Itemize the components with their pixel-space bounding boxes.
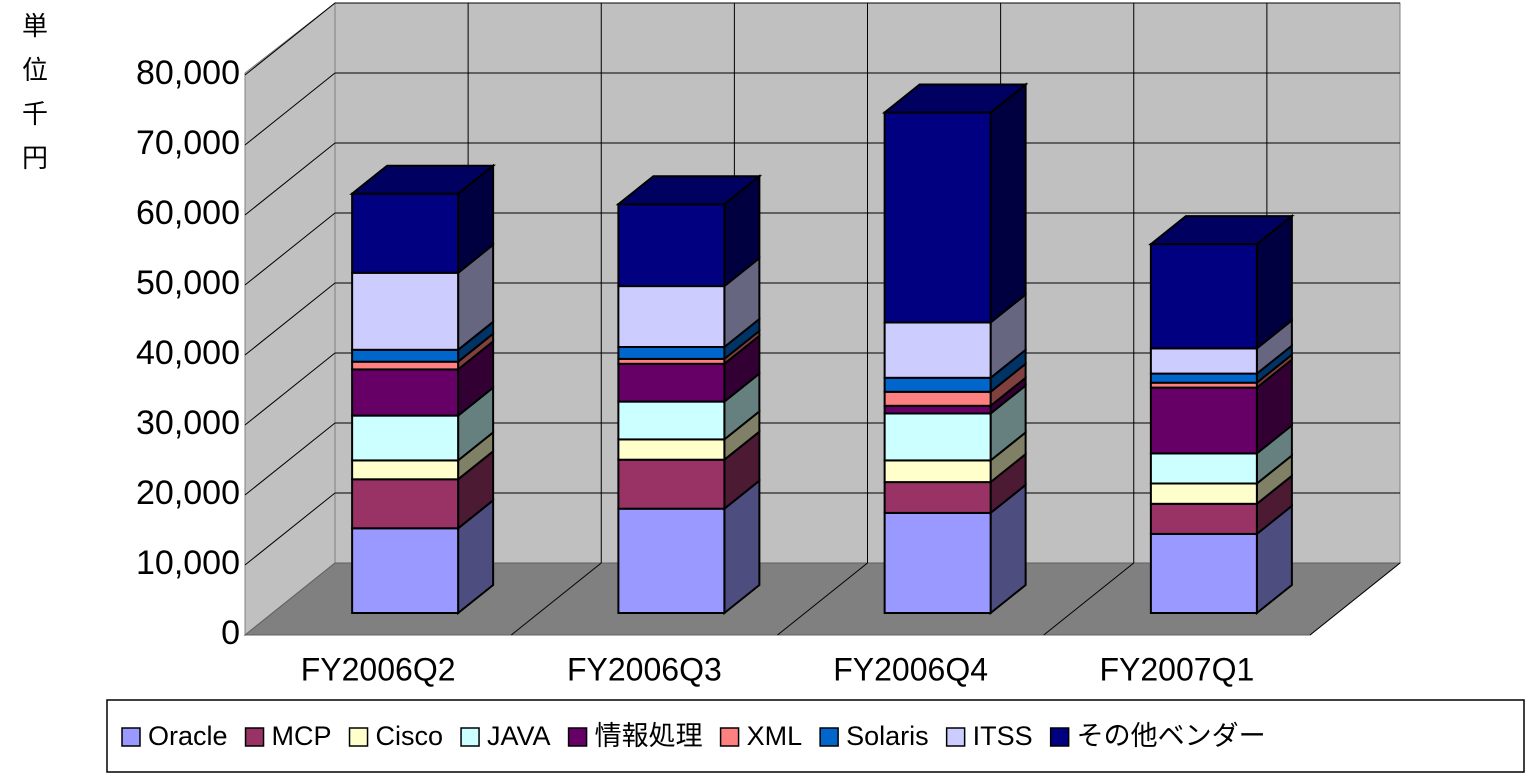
legend (106, 699, 1525, 773)
bar-side (989, 82, 1027, 325)
bar-segment (1149, 452, 1258, 485)
y-axis-label: 円 (22, 143, 48, 173)
bar-segment (351, 368, 460, 417)
y-tick-label: 20,000 (136, 474, 240, 512)
bar-segment (617, 438, 726, 461)
bar-top (1148, 215, 1295, 246)
bar-segment (351, 192, 460, 274)
floor-line (777, 562, 868, 636)
y-tick-label: 10,000 (136, 544, 240, 582)
grid-line (244, 492, 336, 566)
bar-segment (883, 481, 992, 514)
legend-swatch (1049, 727, 1070, 747)
bar-segment (1149, 243, 1258, 350)
bar-segment (1149, 532, 1258, 615)
x-tick-label: FY2006Q4 (833, 651, 988, 687)
y-axis-label: 単 (22, 11, 48, 41)
bar-segment (883, 412, 992, 462)
x-tick-label: FY2006Q2 (301, 651, 456, 687)
bar-segment (351, 414, 460, 462)
bar-segment (883, 511, 992, 615)
bar-segment (351, 348, 460, 363)
grid-line (244, 2, 336, 76)
legend-label: Solaris (846, 721, 929, 751)
bar-segment (1149, 372, 1258, 384)
bar-segment (351, 478, 460, 530)
bar-segment (1149, 347, 1258, 375)
y-tick-label: 40,000 (136, 334, 240, 372)
grid-line (244, 142, 336, 216)
grid-line (244, 422, 336, 496)
y-tick-label: 60,000 (136, 194, 240, 232)
bar-segment (1149, 502, 1258, 535)
y-axis-label: 千 (22, 99, 48, 129)
bar-segment (617, 458, 726, 510)
legend-label: ITSS (973, 721, 1033, 751)
y-tick-label: 30,000 (136, 404, 240, 442)
floor-line (1309, 562, 1401, 636)
bar-segment (351, 271, 460, 351)
legend-swatch (460, 727, 480, 747)
y-tick-label: 50,000 (136, 264, 240, 302)
grid-line (244, 352, 336, 426)
bar-segment (883, 390, 992, 407)
x-tick-label: FY2007Q1 (1099, 651, 1254, 687)
legend-swatch (121, 727, 141, 747)
bar-segment (351, 459, 460, 481)
bar-segment (617, 362, 726, 403)
bar-segment (883, 459, 992, 484)
bar-segment (617, 507, 726, 615)
y-tick-label: 0 (221, 614, 240, 652)
bar-segment (1149, 482, 1258, 505)
floor-line (510, 562, 602, 636)
legend-swatch (945, 727, 966, 747)
floor-line (1043, 562, 1135, 636)
legend-swatch (567, 727, 588, 747)
legend-label: Oracle (148, 721, 228, 751)
legend-label: 情報処理 (595, 721, 703, 751)
bar-segment (883, 404, 992, 415)
legend-label: Cisco (376, 721, 444, 751)
y-axis-label: 位 (22, 55, 48, 85)
bar-segment (883, 376, 992, 393)
y-tick-label: 80,000 (136, 54, 240, 92)
bar-segment (351, 527, 460, 614)
legend-swatch (819, 727, 839, 747)
bar-top (349, 164, 496, 195)
legend-swatch (348, 727, 369, 747)
bar-segment (883, 111, 992, 324)
grid-line (244, 72, 336, 146)
grid-line (244, 212, 336, 286)
legend-label: その他ベンダー (1077, 721, 1266, 751)
bar-segment (617, 346, 726, 360)
x-tick-label: FY2006Q3 (567, 651, 722, 687)
legend-swatch (244, 727, 265, 747)
bar-segment (351, 360, 460, 371)
bar-segment (617, 400, 726, 441)
bar-segment (617, 203, 726, 288)
bar-top (615, 175, 763, 206)
bar-segment (1149, 386, 1258, 455)
legend-swatch (719, 727, 740, 747)
bar-segment (617, 285, 726, 349)
y-tick-label: 70,000 (136, 124, 240, 162)
legend-label: XML (747, 721, 803, 751)
grid-line (244, 282, 336, 356)
bar-top (881, 83, 1029, 114)
bar-segment (883, 321, 992, 379)
legend-label: MCP (272, 721, 332, 751)
legend-label: JAVA (487, 721, 551, 751)
